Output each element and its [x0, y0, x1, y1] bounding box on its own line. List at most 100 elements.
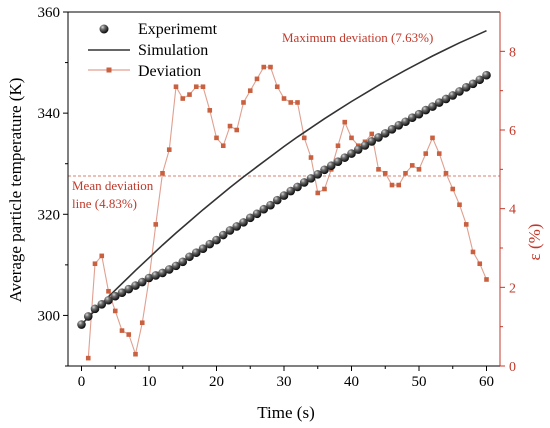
deviation-point [436, 151, 442, 156]
deviation-point [207, 108, 213, 113]
deviation-point [423, 151, 429, 156]
experiment-point [293, 182, 302, 192]
y-tick-label: 340 [38, 106, 61, 122]
legend-experiment-label: Experimemt [138, 21, 218, 38]
deviation-point [133, 351, 138, 357]
deviation-point [416, 167, 422, 172]
experiment-point [461, 83, 471, 92]
experiment-point [77, 320, 86, 329]
experiment-point [225, 226, 235, 235]
deviation-point [369, 131, 375, 137]
deviation-point [241, 100, 246, 105]
experiment-point [97, 300, 107, 309]
x-tick-label: 20 [209, 374, 224, 390]
experiment-point [164, 265, 174, 274]
deviation-point [180, 96, 186, 101]
deviation-point [106, 288, 111, 294]
y2-tick-label: 6 [509, 124, 516, 139]
deviation-point [382, 170, 388, 176]
x-axis-title: Time (s) [257, 403, 314, 422]
experiment-point [374, 133, 383, 142]
experiment-point [482, 70, 491, 80]
experiment-point [448, 91, 458, 100]
experiment-point [299, 178, 309, 187]
deviation-point [85, 355, 91, 361]
deviation-point [99, 253, 105, 259]
experiment-point [401, 117, 410, 127]
deviation-point [173, 84, 179, 90]
deviation-point [281, 96, 287, 101]
deviation-point [376, 167, 381, 172]
experiment-point [266, 200, 275, 210]
experiment-point [306, 174, 316, 183]
deviation-point [160, 170, 165, 176]
legend-deviation-marker [106, 67, 112, 73]
x-tick-label: 30 [277, 374, 292, 390]
deviation-point [315, 190, 321, 196]
x-tick-label: 10 [142, 374, 157, 390]
deviation-point [126, 332, 132, 337]
experiment-point [272, 195, 282, 205]
deviation-point [477, 261, 483, 267]
mean-deviation-annotation-line1: Mean deviation [72, 178, 154, 193]
y-tick-label: 320 [38, 207, 61, 223]
deviation-point [247, 88, 253, 93]
experiment-point [441, 94, 451, 104]
axes-layer: 0 10 20 30 40 50 60 300 320 340 360 0 2 4 6 8 [38, 5, 517, 390]
experiment-point [232, 222, 242, 231]
experiment-point [455, 87, 464, 96]
experiment-point [367, 137, 377, 146]
experiment-point [151, 271, 161, 280]
experiment-point [117, 288, 127, 297]
experiment-point [90, 304, 100, 314]
x-tick-label: 40 [344, 374, 359, 390]
deviation-point [308, 155, 314, 160]
experiment-point [144, 273, 154, 283]
experiment-point [171, 261, 181, 271]
experiment-point [158, 268, 167, 278]
x-tick-label: 50 [412, 374, 427, 390]
experiment-point [218, 230, 228, 240]
y-axis-title: Average particle temperature (K) [6, 78, 25, 303]
experiment-point [387, 125, 397, 134]
legend-simulation-label: Simulation [138, 42, 208, 59]
experiment-point [353, 145, 363, 154]
experiment-point [259, 204, 269, 214]
experiment-point [198, 244, 208, 253]
deviation-point [322, 186, 327, 192]
deviation-point [443, 170, 449, 176]
x-tick-label: 0 [78, 374, 86, 390]
experiment-point [178, 257, 188, 267]
experiment-point [191, 248, 201, 258]
deviation-point [457, 202, 462, 208]
experiment-point [414, 109, 424, 119]
deviation-point [214, 135, 219, 141]
series-layer [77, 29, 491, 361]
legend-experiment-marker [99, 24, 109, 34]
deviation-point [92, 261, 98, 267]
experiment-point [185, 252, 194, 262]
experiment-point [475, 75, 485, 85]
experiment-point [239, 218, 248, 227]
experiment-point [360, 141, 370, 150]
experiment-point [394, 120, 404, 130]
y2-tick-label: 4 [509, 203, 516, 218]
legend-deviation-label: Deviation [138, 63, 201, 80]
deviation-point [261, 64, 267, 70]
y2-tick-label: 0 [509, 360, 516, 375]
deviation-point [268, 64, 273, 70]
deviation-point [187, 92, 192, 97]
deviation-line [87, 66, 488, 359]
deviation-point [139, 320, 145, 326]
deviation-point [389, 182, 395, 188]
simulation-line [80, 29, 487, 326]
y-tick-label: 360 [38, 5, 61, 21]
experiment-point [83, 312, 93, 321]
deviation-point [409, 163, 415, 168]
deviation-point [234, 127, 240, 133]
experiment-point [212, 235, 221, 245]
y-tick-label: 300 [38, 308, 61, 324]
experiment-point [137, 277, 147, 287]
deviation-point [288, 100, 294, 105]
